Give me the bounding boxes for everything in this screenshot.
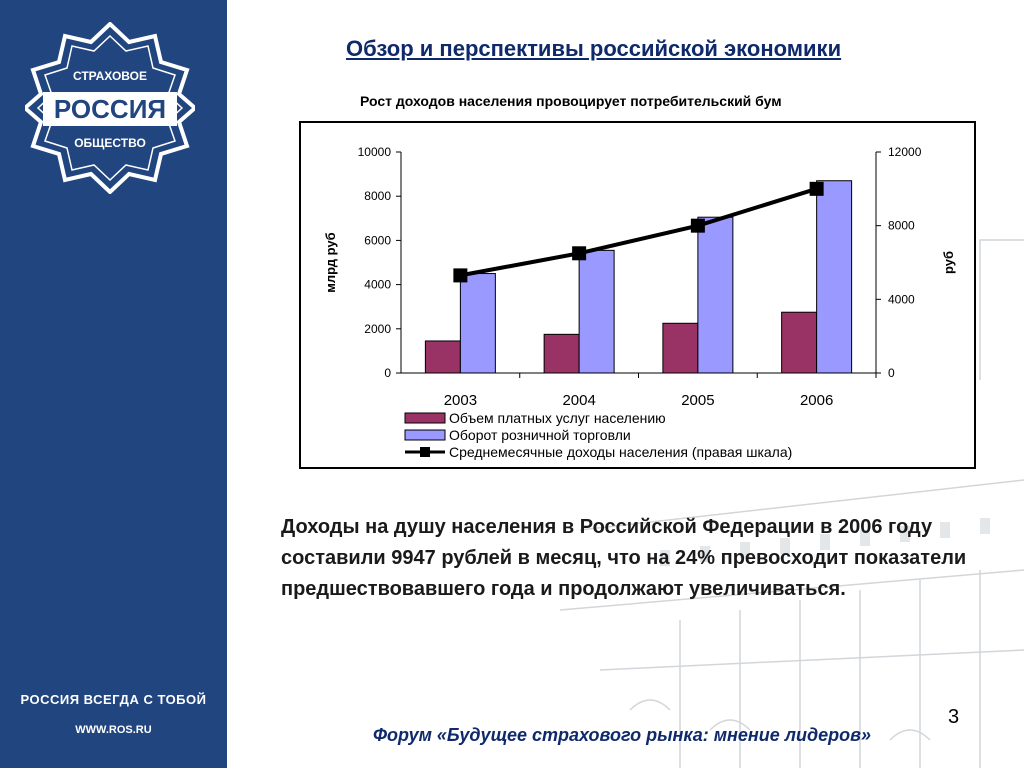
bar-services-2004 (543, 333, 580, 374)
chart-frame: 0 2000 4000 6000 8000 10000 0 4000 8000 12000 млрд… (299, 121, 976, 469)
right-tick-label: 4000 (888, 292, 915, 306)
left-tick-label: 0 (384, 366, 391, 380)
slide-title: Обзор и перспективы российской экономики (346, 36, 842, 61)
income-point-2003 (453, 268, 468, 283)
page-number: 3 (948, 706, 960, 728)
x-tick-label: 2003 (444, 392, 477, 409)
company-website: WWW.ROS.RU (75, 724, 152, 736)
left-tick-label: 2000 (364, 322, 391, 336)
income-point-2004 (572, 246, 587, 261)
bar-retail-2006 (816, 180, 853, 374)
sidebar: РОССИЯ СТРАХОВОЕ ОБЩЕСТВО РОССИЯ ВСЕГДА … (0, 0, 227, 768)
left-tick-label: 8000 (364, 189, 391, 203)
right-tick-label: 12000 (888, 145, 922, 159)
chart: 0 2000 4000 6000 8000 10000 0 4000 8000 12000 млрд… (323, 145, 956, 460)
bar-services-2006 (781, 311, 818, 374)
bar-retail-2004 (578, 249, 615, 374)
right-axis-title: руб (941, 251, 956, 274)
bar-retail-2005 (697, 216, 734, 374)
x-tick-label: 2006 (800, 392, 833, 409)
legend-swatch (404, 429, 446, 441)
bar-services-2005 (662, 322, 699, 374)
income-line (460, 186, 818, 278)
x-tick-label: 2004 (562, 392, 595, 409)
left-tick-label: 10000 (358, 145, 392, 159)
income-point-2005 (690, 218, 705, 233)
legend-swatch (404, 412, 446, 424)
left-axis-title: млрд руб (323, 232, 338, 292)
right-tick-label: 0 (888, 366, 895, 380)
logo-top-text: СТРАХОВОЕ (73, 69, 147, 83)
logo-bottom-text: ОБЩЕСТВО (74, 136, 146, 150)
footer-forum-title: Форум «Будущее страхового рынка: мнение … (373, 725, 871, 745)
left-tick-label: 4000 (364, 278, 391, 292)
legend-label: Объем платных услуг населению (449, 410, 666, 426)
legend-marker (420, 447, 430, 457)
bar-services-2003 (424, 340, 461, 374)
company-slogan: РОССИЯ ВСЕГДА С ТОБОЙ (20, 692, 207, 707)
legend-label: Оборот розничной торговли (449, 427, 631, 443)
chart-title: Рост доходов населения провоцирует потре… (360, 93, 782, 109)
x-tick-label: 2005 (681, 392, 714, 409)
bar-retail-2003 (459, 273, 496, 374)
logo-main-text: РОССИЯ (54, 94, 166, 124)
legend-label: Среднемесячные доходы населения (правая … (449, 444, 792, 460)
income-point-2006 (809, 181, 824, 196)
left-tick-label: 6000 (364, 233, 391, 247)
body-paragraph: Доходы на душу населения в Российской Фе… (281, 516, 967, 600)
rosgosstrakh-logo: РОССИЯ СТРАХОВОЕ ОБЩЕСТВО (25, 22, 195, 194)
right-tick-label: 8000 (888, 219, 915, 233)
